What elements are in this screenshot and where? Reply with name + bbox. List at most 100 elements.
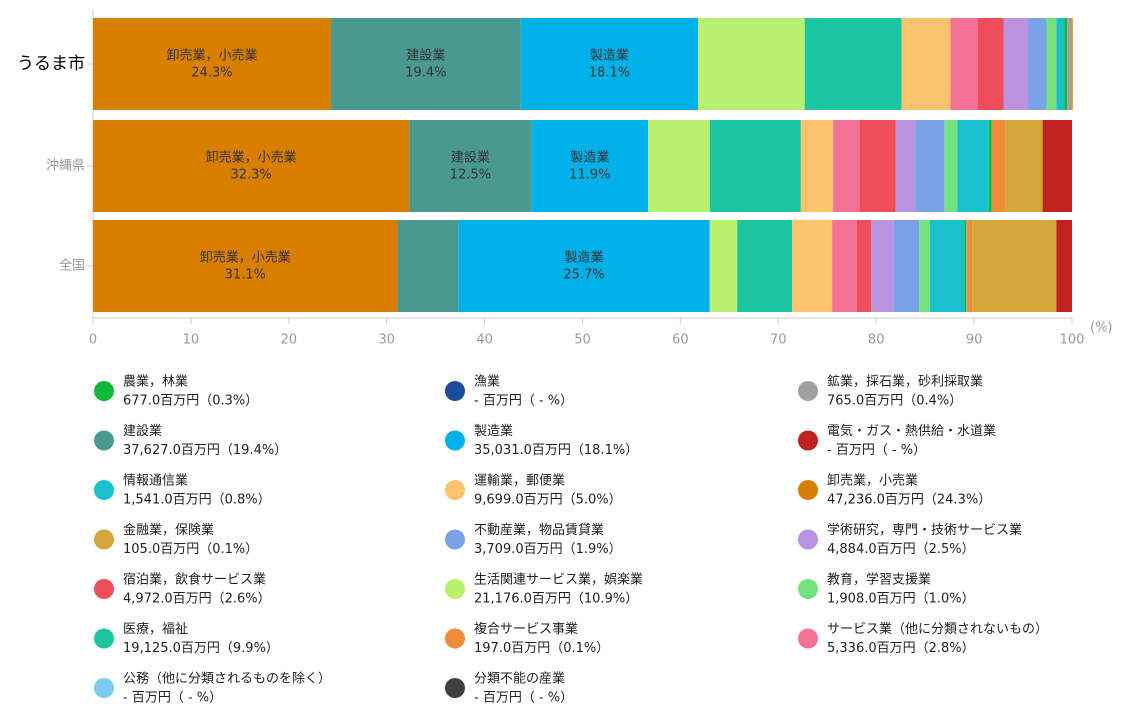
legend-marker	[445, 480, 465, 500]
bar-segment	[859, 120, 896, 212]
x-tick-label: 90	[966, 333, 983, 348]
x-tick-label: 30	[378, 333, 395, 348]
legend-value: 105.0百万円（0.1%）	[123, 542, 258, 557]
legend-marker	[445, 381, 465, 401]
x-tick-label: 0	[89, 333, 97, 348]
bar-segment	[709, 220, 738, 312]
legend-marker	[94, 579, 114, 599]
legend-value: 35,031.0百万円（18.1%）	[474, 443, 638, 458]
legend-name: 農業，林業	[123, 374, 188, 390]
bar-segment	[648, 120, 710, 212]
legend-marker	[94, 381, 114, 401]
bar-segment	[1005, 120, 1043, 212]
legend-name: 金融業，保険業	[123, 522, 214, 538]
legend-marker	[94, 430, 114, 451]
bar-segment	[871, 220, 894, 312]
x-tick-label: 60	[672, 333, 689, 348]
legend-marker	[94, 678, 114, 698]
legend-value: 1,908.0百万円（1.0%）	[827, 592, 975, 607]
bar-segment	[1056, 220, 1072, 312]
legend-marker	[445, 678, 465, 698]
bar-segment	[1027, 18, 1047, 110]
legend-value: - 百万円（ - %）	[123, 691, 222, 706]
legend-marker	[798, 381, 818, 401]
bar-segment	[915, 120, 945, 212]
legend-name: 教育，学習支援業	[827, 572, 931, 588]
legend-value: 5,336.0百万円（2.8%）	[827, 641, 975, 656]
legend-value: 677.0百万円（0.3%）	[123, 394, 258, 409]
bar-segment	[792, 220, 833, 312]
bar-segment	[978, 18, 1004, 110]
legend-value: - 百万円（ - %）	[474, 691, 573, 706]
bar-segment	[964, 220, 967, 312]
legend-value: 19,125.0百万円（9.9%）	[123, 641, 279, 656]
data-label: 24.3%	[191, 66, 232, 81]
legend-marker	[798, 628, 818, 649]
bar-segment	[330, 18, 521, 110]
legend-value: 47,236.0百万円（24.3%）	[827, 493, 991, 508]
segment-name: 卸売業，小売業	[166, 48, 257, 64]
bar-segment	[531, 120, 649, 212]
bar-segment	[737, 220, 793, 312]
data-label: 19.4%	[405, 66, 446, 81]
x-tick-label: 10	[183, 333, 200, 348]
segment-name: 製造業	[570, 150, 609, 166]
y-tick-label: 沖縄県	[46, 159, 85, 174]
bar-segment	[1056, 18, 1065, 110]
legend-name: 分類不能の産業	[474, 671, 565, 687]
legend-value: - 百万円（ - %）	[474, 394, 573, 409]
x-tick-label: 40	[476, 333, 493, 348]
bar-segment	[1067, 18, 1072, 110]
bar-segment	[1042, 120, 1072, 212]
x-unit: (%)	[1090, 321, 1113, 336]
legend-name: 漁業	[474, 374, 500, 390]
bar-segment	[1046, 18, 1057, 110]
data-label: 11.9%	[569, 168, 610, 183]
bar-segment	[93, 120, 410, 212]
data-label: 31.1%	[225, 268, 266, 283]
bar-segment	[698, 18, 805, 110]
bar-segment	[458, 220, 710, 312]
legend-name: 医療，福祉	[123, 622, 188, 637]
legend-value: 3,709.0百万円（1.9%）	[474, 542, 622, 557]
bar-segment	[709, 120, 801, 212]
bar-segment	[1064, 18, 1068, 110]
bar-segment	[895, 120, 916, 212]
legend-value: - 百万円（ - %）	[827, 443, 926, 458]
bar-segment	[409, 120, 532, 212]
legend-value: 4,884.0百万円（2.5%）	[827, 542, 975, 557]
legend-name: 運輸業，郵便業	[474, 473, 565, 489]
x-tick-label: 70	[770, 333, 787, 348]
segment-name: 製造業	[564, 250, 603, 266]
segment-name: 建設業	[406, 48, 445, 64]
segment-name: 卸売業，小売業	[206, 150, 297, 166]
legend-marker	[798, 579, 818, 599]
legend-marker	[798, 480, 818, 500]
legend-value: 4,972.0百万円（2.6%）	[123, 592, 271, 607]
legend-value: 21,176.0百万円（10.9%）	[474, 592, 638, 607]
bar-segment	[397, 220, 459, 312]
legend-marker	[445, 628, 465, 649]
y-tick-label: うるま市	[17, 54, 85, 74]
legend-marker	[445, 430, 465, 451]
legend-value: 1,541.0百万円（0.8%）	[123, 493, 271, 508]
bar-segment	[991, 120, 1006, 212]
data-label: 12.5%	[450, 168, 491, 183]
segment-name: 卸売業，小売業	[200, 250, 291, 266]
data-label: 32.3%	[230, 168, 271, 183]
x-tick-label: 100	[1060, 333, 1085, 348]
bar-segment	[856, 220, 872, 312]
bar-segment	[988, 120, 992, 212]
bar-segment	[520, 18, 699, 110]
data-label: 18.1%	[589, 66, 630, 81]
bar-segment	[967, 220, 973, 312]
bar-segment	[1072, 18, 1073, 110]
x-tick-label: 80	[868, 333, 885, 348]
bar-segment	[919, 220, 931, 312]
legend-value: 197.0百万円（0.1%）	[474, 641, 609, 656]
legend-name: 鉱業，採石業，砂利採取業	[827, 374, 983, 390]
legend-name: 公務（他に分類されるものを除く）	[123, 672, 331, 687]
legend-name: 電気・ガス・熱供給・水道業	[827, 423, 996, 439]
bar-segment	[832, 220, 857, 312]
legend-name: 建設業	[123, 423, 162, 439]
